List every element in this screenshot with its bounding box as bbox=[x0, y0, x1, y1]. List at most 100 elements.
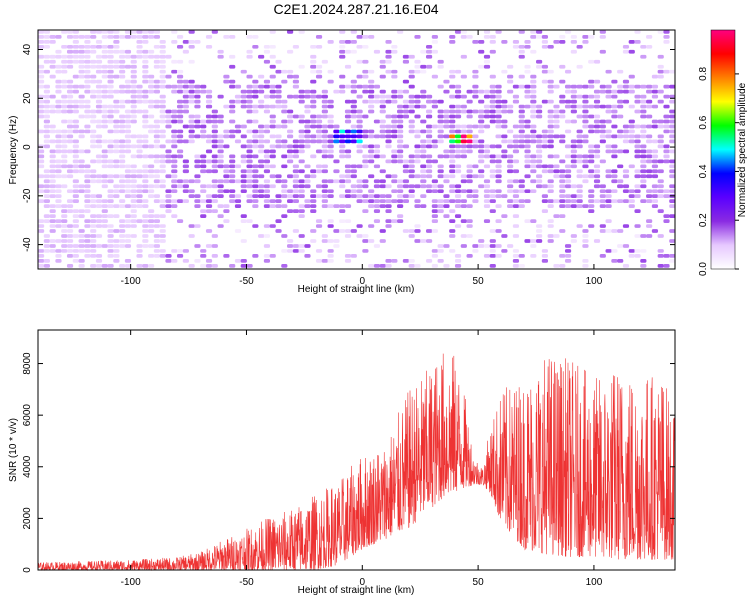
heatmap-cell bbox=[107, 164, 114, 169]
heatmap-cell bbox=[298, 249, 305, 253]
heatmap-cell bbox=[402, 99, 410, 104]
heatmap-cell bbox=[55, 184, 62, 189]
heatmap-cell bbox=[593, 59, 601, 64]
heatmap-cell bbox=[373, 244, 381, 248]
heatmap-cell bbox=[252, 224, 259, 228]
heatmap-cell bbox=[176, 139, 184, 144]
heatmap-cell bbox=[478, 244, 485, 248]
heatmap-cell bbox=[101, 104, 108, 109]
heatmap-cell bbox=[669, 139, 676, 144]
heatmap-cell bbox=[518, 54, 525, 59]
heatmap-cell bbox=[142, 264, 149, 268]
heatmap-cell bbox=[78, 249, 85, 253]
heatmap-cell bbox=[194, 94, 201, 99]
heatmap-cell bbox=[362, 134, 369, 139]
heatmap-cell bbox=[466, 134, 473, 139]
heatmap-cell bbox=[379, 154, 386, 159]
heatmap-cell bbox=[530, 179, 537, 184]
heatmap-cell bbox=[356, 124, 363, 129]
heatmap-cell bbox=[536, 30, 543, 34]
heatmap-cell bbox=[350, 169, 357, 174]
heatmap-cell bbox=[339, 89, 346, 94]
heatmap-cell bbox=[95, 204, 103, 208]
heatmap-cell bbox=[49, 129, 56, 134]
heatmap-cell bbox=[640, 114, 647, 119]
heatmap-cell bbox=[49, 209, 56, 213]
heatmap-cell bbox=[570, 204, 577, 208]
heatmap-cell bbox=[78, 49, 85, 54]
heatmap-cell bbox=[460, 219, 467, 223]
heatmap-cell bbox=[130, 59, 137, 64]
heatmap-cell bbox=[356, 59, 363, 64]
heatmap-cell bbox=[507, 189, 514, 194]
heatmap-cell bbox=[547, 119, 554, 124]
heatmap-cell bbox=[287, 69, 294, 74]
heatmap-cell bbox=[263, 44, 271, 49]
heatmap-cell bbox=[449, 184, 456, 189]
heatmap-cell bbox=[344, 129, 352, 134]
heatmap-cell bbox=[43, 234, 50, 238]
heatmap-cell bbox=[547, 129, 554, 134]
heatmap-cell bbox=[176, 84, 184, 89]
heatmap-cell bbox=[66, 234, 74, 238]
heatmap-cell bbox=[148, 144, 155, 149]
heatmap-cell bbox=[38, 154, 45, 159]
heatmap-cell bbox=[368, 79, 375, 84]
heatmap-cell bbox=[420, 204, 427, 208]
heatmap-cell bbox=[460, 174, 467, 179]
heatmap-cell bbox=[211, 129, 218, 134]
heatmap-cell bbox=[437, 124, 444, 129]
heatmap-cell bbox=[252, 79, 259, 84]
heatmap-cell bbox=[466, 99, 473, 104]
heatmap-cell bbox=[43, 134, 50, 139]
heatmap-cell bbox=[188, 119, 195, 124]
heatmap-cell bbox=[310, 229, 317, 233]
heatmap-cell bbox=[454, 189, 462, 194]
heatmap-cell bbox=[119, 64, 126, 69]
heatmap-cell bbox=[107, 59, 114, 64]
heatmap-cell bbox=[315, 169, 323, 174]
heatmap-cell bbox=[287, 244, 294, 248]
heatmap-cell bbox=[576, 104, 583, 109]
heatmap-cell bbox=[483, 59, 491, 64]
heatmap-cell bbox=[483, 219, 491, 223]
heatmap-cell bbox=[512, 39, 520, 44]
heatmap-cell bbox=[84, 189, 91, 194]
heatmap-cell bbox=[420, 164, 427, 169]
heatmap-cell bbox=[408, 54, 415, 59]
heatmap-cell bbox=[437, 259, 444, 263]
heatmap-cell bbox=[263, 154, 271, 159]
heatmap-cell bbox=[582, 244, 589, 248]
heatmap-cell bbox=[315, 184, 323, 189]
heatmap-cell bbox=[321, 104, 328, 109]
heatmap-cell bbox=[66, 149, 74, 154]
heatmap-cell bbox=[524, 139, 531, 144]
heatmap-cell bbox=[420, 49, 427, 54]
heatmap-cell bbox=[530, 109, 537, 114]
heatmap-cell bbox=[425, 169, 433, 174]
heatmap-cell bbox=[431, 199, 438, 204]
heatmap-cell bbox=[159, 99, 166, 104]
heatmap-cell bbox=[339, 30, 346, 34]
heatmap-cell bbox=[246, 219, 253, 223]
heatmap-cell bbox=[593, 239, 601, 243]
heatmap-cell bbox=[663, 69, 670, 74]
heatmap-cell bbox=[385, 204, 392, 208]
heatmap-cell bbox=[611, 134, 618, 139]
heatmap-cell bbox=[454, 169, 462, 174]
heatmap-cell bbox=[425, 44, 433, 49]
heatmap-cell bbox=[541, 79, 548, 84]
heatmap-cell bbox=[536, 109, 543, 114]
heatmap-cell bbox=[541, 259, 548, 263]
heatmap-cell bbox=[176, 44, 184, 49]
heatmap-cell bbox=[200, 129, 207, 134]
heatmap-cell bbox=[61, 129, 68, 134]
heatmap-cell bbox=[148, 74, 155, 79]
heatmap-cell bbox=[530, 164, 537, 169]
heatmap-cell bbox=[368, 194, 375, 199]
heatmap-cell bbox=[153, 119, 161, 124]
heatmap-cell bbox=[651, 194, 659, 199]
heatmap-cell bbox=[205, 259, 213, 263]
heatmap-cell bbox=[373, 119, 381, 124]
heatmap-cell bbox=[113, 109, 120, 114]
